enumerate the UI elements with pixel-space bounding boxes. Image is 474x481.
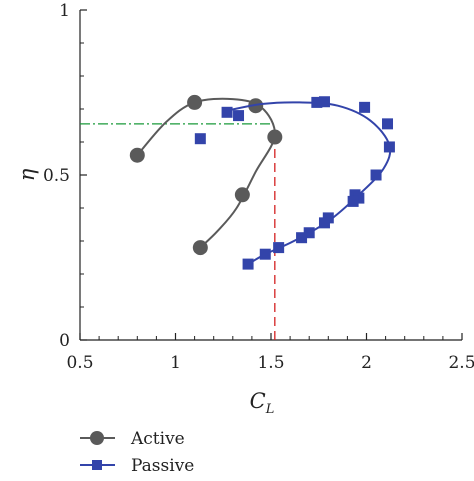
series-passive-point <box>259 248 271 260</box>
series-layer <box>129 94 395 270</box>
series-passive-curve <box>226 101 392 265</box>
x-tick-label: 2 <box>361 353 372 373</box>
x-tick-label: 2.5 <box>448 353 474 373</box>
series-passive-point <box>382 118 394 130</box>
series-active-point <box>129 147 145 163</box>
y-axis-title: η <box>15 168 39 181</box>
series-passive-point <box>359 101 371 113</box>
legend-item-passive: Passive <box>80 456 194 476</box>
legend-passive-marker <box>92 460 102 470</box>
series-passive-point <box>233 110 245 122</box>
series-passive-point <box>370 169 382 181</box>
series-passive-point <box>194 133 206 145</box>
series-passive-point <box>296 232 308 244</box>
plot-area: 0.5 1 1.5 2 2.5 00.51 <box>43 1 474 373</box>
x-tick-label: 0.5 <box>66 353 93 373</box>
series-active-point <box>267 129 283 145</box>
series-passive-point <box>318 96 330 108</box>
x-ticks: 0.5 1 1.5 2 2.5 <box>66 333 474 373</box>
series-active <box>129 94 283 256</box>
series-active-point <box>234 187 250 203</box>
y-tick-label: 0.5 <box>43 166 70 186</box>
y-tick-label: 0 <box>59 331 70 351</box>
series-passive <box>194 96 395 270</box>
series-passive-point <box>242 258 254 270</box>
legend-active-marker <box>90 431 104 445</box>
y-tick-label: 1 <box>59 1 70 21</box>
legend-item-active: Active <box>80 429 185 449</box>
legend-active-label: Active <box>130 429 185 449</box>
reference-lines <box>80 123 276 340</box>
x-tick-label: 1 <box>170 353 181 373</box>
x-tick-label: 1.5 <box>257 353 284 373</box>
series-active-curve <box>136 97 276 249</box>
series-passive-point <box>221 106 233 118</box>
series-passive-point <box>347 195 359 207</box>
series-passive-point <box>383 141 395 153</box>
series-passive-point <box>311 96 323 108</box>
series-active-point <box>187 94 203 110</box>
y-ticks: 00.51 <box>43 1 87 351</box>
series-passive-point <box>303 227 315 239</box>
series-passive-point <box>273 242 285 254</box>
series-passive-point <box>318 217 330 229</box>
legend: Active Passive <box>80 429 194 476</box>
legend-passive-label: Passive <box>131 456 194 476</box>
x-axis-title: CL <box>250 389 275 417</box>
series-passive-point <box>353 192 365 204</box>
series-active-point <box>192 240 208 256</box>
